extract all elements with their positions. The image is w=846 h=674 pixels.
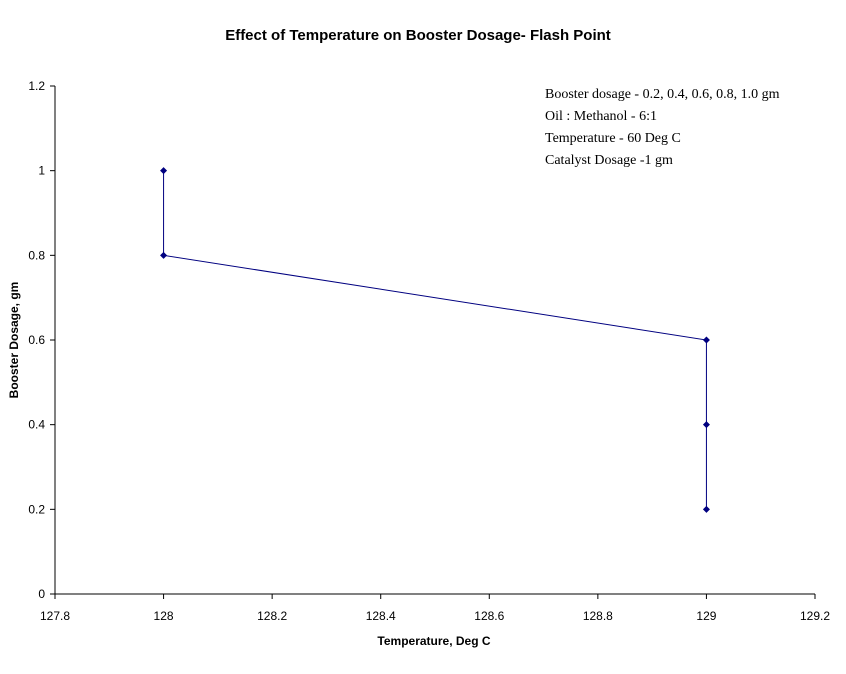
annotation-box: Booster dosage - 0.2, 0.4, 0.6, 0.8, 1.0…: [545, 87, 780, 168]
annotation-line-4: Catalyst Dosage -1 gm: [545, 153, 673, 168]
x-tick-label: 127.8: [40, 609, 70, 623]
data-point: [702, 336, 710, 344]
plot-area: [54, 86, 815, 595]
x-tick-label: 128.6: [474, 609, 504, 623]
data-point: [702, 505, 710, 513]
data-point: [702, 421, 710, 429]
series-group: [160, 167, 710, 513]
series-line: [163, 170, 707, 510]
y-tick-label: 0.4: [28, 418, 45, 432]
x-tick-label: 128: [154, 609, 174, 623]
chart-title: Effect of Temperature on Booster Dosage-…: [225, 27, 611, 44]
x-ticks: 127.8 128 128.2 128.4 128.6 128.8 129 129.2: [40, 594, 830, 623]
data-point: [160, 251, 168, 259]
y-ticks: 0 0.2 0.4 0.6 0.8 1 1.2: [28, 79, 55, 601]
x-tick-label: 128.4: [366, 609, 396, 623]
annotation-line-2: Oil : Methanol - 6:1: [545, 109, 657, 124]
y-tick-label: 0.2: [28, 502, 45, 516]
y-tick-label: 1: [38, 164, 45, 178]
x-axis-title: Temperature, Deg C: [377, 634, 490, 648]
y-tick-label: 1.2: [28, 79, 45, 93]
y-tick-label: 0.8: [28, 248, 45, 262]
x-tick-label: 129.2: [800, 609, 830, 623]
annotation-line-3: Temperature - 60 Deg C: [545, 131, 681, 146]
x-tick-label: 128.2: [257, 609, 287, 623]
x-tick-label: 129: [696, 609, 716, 623]
y-tick-label: 0.6: [28, 333, 45, 347]
x-tick-label: 128.8: [583, 609, 613, 623]
annotation-line-1: Booster dosage - 0.2, 0.4, 0.6, 0.8, 1.0…: [545, 87, 780, 102]
y-axis-title: Booster Dosage, gm: [7, 282, 21, 399]
y-tick-label: 0: [38, 587, 45, 601]
data-point: [160, 167, 168, 175]
